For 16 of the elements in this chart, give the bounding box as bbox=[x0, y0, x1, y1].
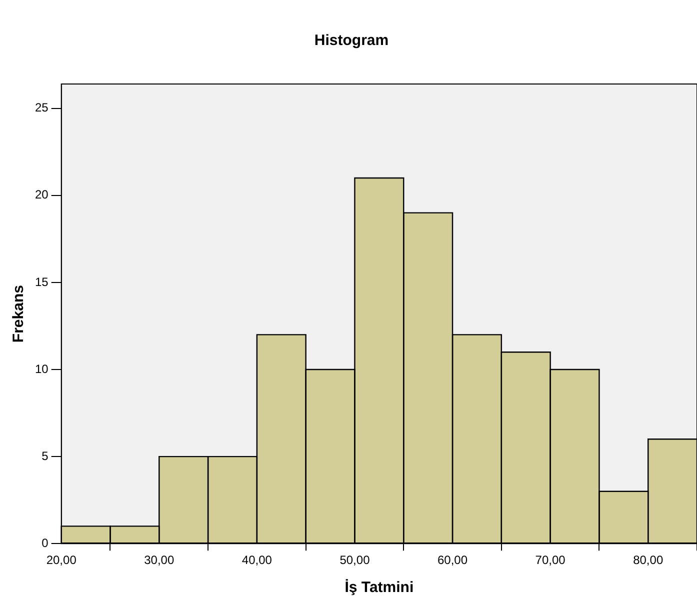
x-tick-label: 20,00 bbox=[46, 553, 77, 568]
y-tick-label: 15 bbox=[34, 274, 49, 289]
y-tick-label: 20 bbox=[34, 188, 49, 202]
y-tick-label: 5 bbox=[42, 448, 49, 463]
y-tick-label: 25 bbox=[34, 100, 49, 115]
y-tick-label: 0 bbox=[42, 536, 49, 550]
x-tick-label: 50,00 bbox=[340, 553, 370, 568]
y-tick-label: 10 bbox=[34, 362, 49, 376]
x-tick-label: 40,00 bbox=[242, 553, 272, 568]
y-axis-title: Frekans bbox=[10, 285, 28, 343]
chart-title: Histogram bbox=[314, 32, 389, 50]
x-tick-label: 60,00 bbox=[438, 553, 468, 568]
x-tick-label: 30,00 bbox=[144, 553, 174, 568]
x-tick-label: 70,00 bbox=[535, 553, 566, 568]
x-axis-title: İş Tatmini bbox=[344, 579, 414, 596]
x-tick-label: 80,00 bbox=[633, 553, 664, 568]
